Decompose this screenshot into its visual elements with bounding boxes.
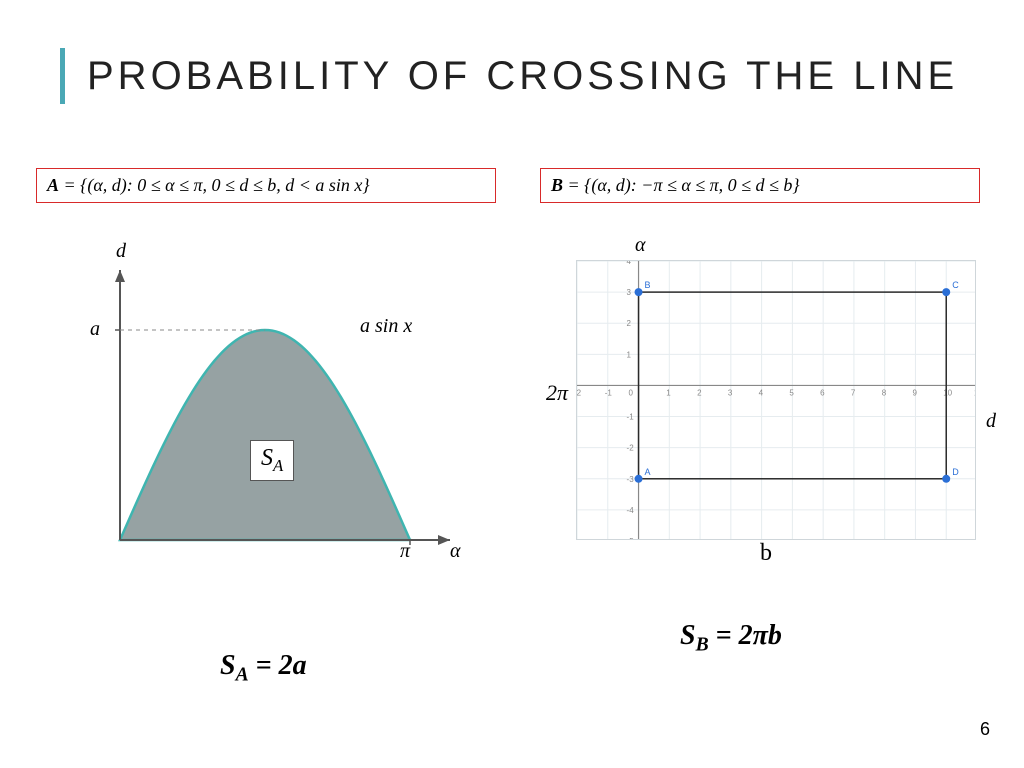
svg-text:10: 10	[943, 388, 952, 397]
result-area-a: SA = 2a	[220, 650, 307, 687]
svg-text:8: 8	[882, 388, 887, 397]
svg-text:11: 11	[974, 388, 976, 397]
y-axis-label-left: d	[116, 240, 126, 263]
svg-text:6: 6	[820, 388, 825, 397]
svg-text:3: 3	[627, 288, 632, 297]
rect-grid-svg: -2 -1 1 2 3 4 5 6 7 8 9 10 11 -5 -4 -3 -2 -1 1 2 3 4 0 A B C D	[576, 260, 976, 540]
sine-area-svg	[70, 240, 490, 590]
area-label-sa: SA	[250, 440, 294, 481]
svg-text:7: 7	[851, 388, 856, 397]
y-tick-a: a	[90, 318, 100, 341]
svg-text:-3: -3	[627, 475, 635, 484]
title-accent-bar	[60, 48, 65, 104]
svg-text:-2: -2	[627, 444, 635, 453]
x-axis-label-left: α	[450, 540, 461, 563]
page-number: 6	[980, 719, 990, 740]
svg-text:4: 4	[627, 260, 632, 266]
x-axis-label-right: d	[986, 410, 996, 433]
svg-text:C: C	[952, 280, 959, 290]
chart-rectangle-grid: α -2-11234567891011-5-4-3-2-112340ABCD d…	[560, 240, 990, 590]
svg-text:4: 4	[759, 388, 764, 397]
svg-text:2: 2	[697, 388, 702, 397]
svg-text:5: 5	[789, 388, 794, 397]
svg-text:3: 3	[728, 388, 733, 397]
svg-text:B: B	[645, 280, 651, 290]
svg-text:-1: -1	[627, 413, 635, 422]
svg-text:D: D	[952, 467, 959, 477]
side-label-2pi: 2π	[546, 380, 568, 406]
set-b-symbol: B	[551, 175, 563, 195]
set-a-body: = {(α, d): 0 ≤ α ≤ π, 0 ≤ d ≤ b, d < a s…	[59, 175, 370, 195]
svg-text:-4: -4	[627, 506, 635, 515]
set-a-symbol: A	[47, 175, 59, 195]
set-b-body: = {(α, d): −π ≤ α ≤ π, 0 ≤ d ≤ b}	[563, 175, 800, 195]
set-definition-b: B = {(α, d): −π ≤ α ≤ π, 0 ≤ d ≤ b}	[540, 168, 980, 203]
svg-text:-2: -2	[576, 388, 582, 397]
side-label-b: b	[760, 540, 772, 567]
set-definition-a: A = {(α, d): 0 ≤ α ≤ π, 0 ≤ d ≤ b, d < a…	[36, 168, 496, 203]
result-area-b: SB = 2πb	[680, 620, 782, 657]
y-axis-label-right: α	[635, 234, 646, 257]
curve-label: a sin x	[360, 315, 412, 338]
slide-title-wrap: PROBABILITY OF CROSSING THE LINE	[60, 48, 958, 104]
svg-text:A: A	[645, 467, 651, 477]
svg-text:-1: -1	[605, 388, 613, 397]
svg-text:0: 0	[629, 388, 634, 397]
svg-text:1: 1	[627, 350, 632, 359]
chart-area-sine: d α a π a sin x SA	[70, 240, 490, 590]
svg-text:2: 2	[627, 319, 632, 328]
svg-text:9: 9	[912, 388, 917, 397]
slide-title: PROBABILITY OF CROSSING THE LINE	[87, 54, 958, 99]
x-tick-pi: π	[400, 540, 410, 563]
svg-text:1: 1	[666, 388, 671, 397]
svg-text:-5: -5	[627, 537, 635, 540]
